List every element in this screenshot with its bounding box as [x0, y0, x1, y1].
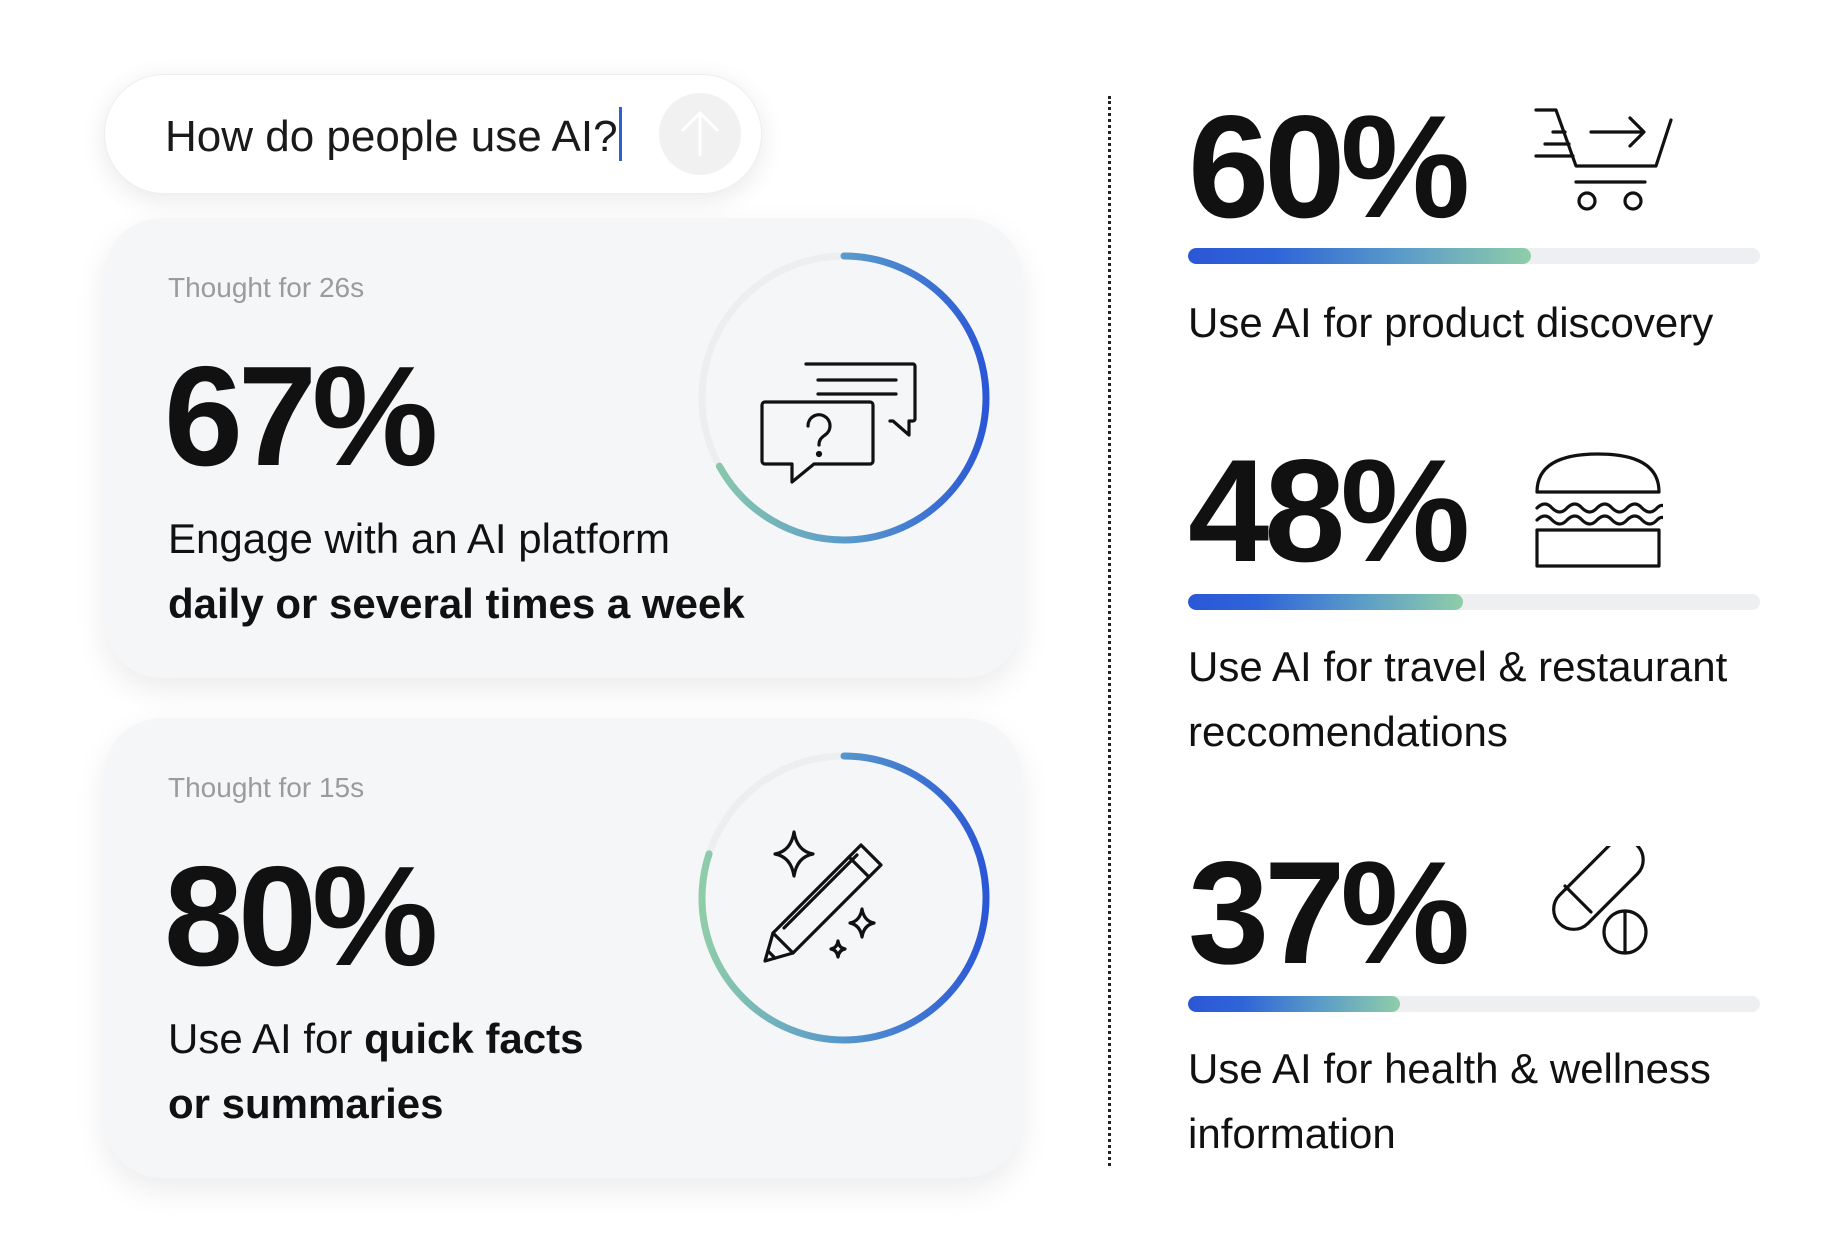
send-button[interactable]	[659, 93, 741, 175]
progress-arc	[698, 752, 990, 1044]
stat-value: 60%	[1188, 85, 1470, 248]
dotted-divider	[1108, 96, 1111, 1166]
progress-arc	[698, 252, 990, 544]
description-normal: Use AI for	[168, 1015, 365, 1062]
description-bold-line: or summaries	[168, 1080, 444, 1127]
stat-description: Engage with an AI platform daily or seve…	[168, 506, 745, 636]
label-line: reccomendations	[1188, 708, 1508, 755]
progress-fill	[1188, 996, 1400, 1012]
stat-label: Use AI for travel & restaurant reccomend…	[1188, 634, 1727, 764]
label-line: information	[1188, 1110, 1396, 1157]
progress-track	[1188, 248, 1760, 264]
progress-track	[1188, 996, 1760, 1012]
search-input[interactable]: How do people use AI?	[165, 107, 622, 162]
thought-duration: Thought for 15s	[168, 772, 365, 803]
arrow-up-icon	[681, 111, 719, 157]
stat-label: Use AI for product discovery	[1188, 290, 1713, 355]
stat-card-engagement: Thought for 26s 67% Engage with an AI pl…	[104, 218, 1022, 678]
burger-icon	[1535, 452, 1663, 568]
progress-track	[1188, 594, 1760, 610]
stat-description: Use AI for quick facts or summaries	[168, 1006, 584, 1136]
description-line: Engage with an AI platform	[168, 515, 670, 562]
label-line: Use AI for travel & restaurant	[1188, 643, 1728, 690]
progress-ring	[694, 748, 994, 1048]
shopping-cart-icon	[1534, 108, 1673, 211]
stat-label: Use AI for health & wellness information	[1188, 1036, 1711, 1166]
search-query: How do people use AI?	[165, 112, 618, 161]
label-line: Use AI for product discovery	[1188, 299, 1714, 346]
description-line: Use AI for quick facts	[168, 1006, 584, 1071]
stat-value: 80%	[164, 837, 438, 996]
stat-value: 37%	[1188, 831, 1470, 994]
description-bold-line: daily or several times a week	[168, 580, 745, 627]
thought-duration: Thought for 26s	[168, 272, 365, 303]
pencil-sparkle-icon	[763, 830, 883, 963]
progress-fill	[1188, 248, 1532, 264]
stat-value: 48%	[1188, 429, 1470, 592]
stat-card-quick-facts: Thought for 15s 80% Use AI for quick fac…	[104, 718, 1022, 1178]
label-line: Use AI for health & wellness	[1188, 1045, 1711, 1092]
description-bold: quick facts	[364, 1015, 584, 1062]
search-bar[interactable]: How do people use AI?	[104, 74, 762, 194]
text-caret	[618, 107, 622, 161]
stat-value: 67%	[164, 337, 438, 496]
pill-icon	[1552, 846, 1648, 955]
chat-question-icon	[760, 362, 917, 484]
progress-ring	[694, 248, 994, 548]
progress-fill	[1188, 594, 1463, 610]
